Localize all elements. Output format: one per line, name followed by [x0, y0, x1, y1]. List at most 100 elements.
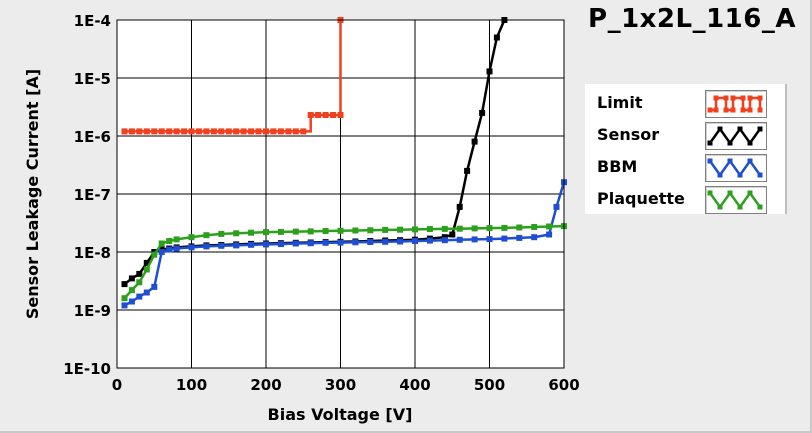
data-point-sensor	[471, 138, 478, 145]
data-point-plaquette	[151, 251, 158, 258]
data-point-bbm	[173, 245, 180, 252]
legend-swatch-sensor	[705, 122, 767, 150]
data-point-plaquette	[292, 228, 299, 235]
data-point-plaquette	[277, 228, 284, 235]
data-point-bbm	[367, 239, 374, 245]
data-point-bbm	[307, 240, 314, 247]
data-point-plaquette	[136, 279, 143, 286]
legend-swatch-limit	[705, 90, 767, 118]
x-axis-label: Bias Voltage [V]	[268, 405, 413, 424]
data-point-plaquette	[188, 234, 195, 241]
data-point-limit	[128, 128, 135, 135]
data-point-limit	[337, 112, 344, 118]
series-group	[121, 17, 567, 309]
x-tick-label: 100	[176, 376, 207, 394]
x-tick-label: 0	[112, 376, 122, 394]
data-point-limit	[240, 128, 247, 135]
data-point-bbm	[188, 244, 195, 251]
data-point-limit	[181, 128, 188, 135]
data-point-bbm	[166, 246, 173, 253]
plot-border	[116, 19, 565, 369]
data-point-plaquette	[322, 228, 329, 234]
data-point-plaquette	[471, 225, 478, 232]
series-plaquette	[121, 223, 567, 302]
data-point-bbm	[441, 237, 448, 244]
x-tick-label: 500	[474, 376, 505, 394]
data-point-limit	[285, 128, 292, 135]
data-point-plaquette	[166, 238, 173, 244]
x-tick-label: 200	[250, 376, 281, 394]
data-point-limit	[225, 128, 232, 135]
series-bbm	[121, 179, 567, 309]
data-point-bbm	[546, 231, 553, 238]
data-point-plaquette	[218, 230, 225, 237]
data-point-bbm	[158, 249, 165, 255]
legend-swatch-bbm	[705, 154, 767, 182]
data-point-limit	[158, 128, 165, 135]
y-tick-label: 1E-8	[74, 244, 111, 262]
data-point-bbm	[553, 203, 560, 210]
data-point-plaquette	[456, 225, 463, 232]
chart-title: P_1x2L_116_A	[588, 4, 796, 34]
data-point-bbm	[382, 238, 389, 245]
y-tick-label: 1E-7	[74, 186, 111, 204]
data-point-limit	[188, 128, 195, 135]
data-point-limit	[121, 128, 128, 135]
data-point-bbm	[337, 239, 344, 246]
data-point-bbm	[412, 238, 418, 244]
data-point-plaquette	[397, 226, 404, 233]
data-point-limit	[195, 128, 202, 135]
data-point-bbm	[501, 235, 508, 242]
data-point-limit	[173, 128, 180, 135]
data-point-plaquette	[382, 226, 389, 233]
y-tick-label: 1E-10	[63, 360, 111, 378]
data-point-plaquette	[546, 223, 553, 230]
data-point-plaquette	[531, 224, 538, 230]
data-point-bbm	[121, 302, 128, 309]
data-point-plaquette	[367, 227, 374, 234]
data-point-limit	[315, 112, 322, 118]
data-point-bbm	[322, 239, 329, 246]
data-point-limit	[203, 128, 210, 135]
data-point-sensor	[136, 270, 143, 277]
y-tick-label: 1E-6	[74, 128, 111, 146]
data-point-plaquette	[441, 225, 448, 232]
data-point-limit	[322, 112, 329, 118]
data-point-limit	[307, 112, 314, 118]
data-point-plaquette	[173, 236, 180, 243]
data-point-bbm	[218, 242, 225, 249]
legend-label-limit: Limit	[597, 93, 643, 112]
legend-item-sensor: Sensor	[585, 120, 785, 150]
data-point-bbm	[486, 236, 493, 243]
data-point-sensor	[121, 281, 128, 288]
y-tick-label: 1E-9	[74, 302, 111, 320]
data-point-plaquette	[263, 229, 269, 236]
legend-swatch-plaquette	[705, 186, 767, 214]
data-point-plaquette	[248, 229, 255, 236]
data-point-bbm	[426, 237, 433, 244]
data-point-limit	[270, 128, 277, 135]
data-point-plaquette	[307, 228, 314, 235]
data-point-plaquette	[352, 227, 359, 234]
legend-label-sensor: Sensor	[597, 125, 660, 144]
data-point-bbm	[151, 283, 158, 290]
data-point-limit	[136, 128, 143, 135]
data-point-sensor	[128, 275, 135, 282]
data-point-plaquette	[426, 226, 433, 233]
data-point-plaquette	[501, 224, 508, 231]
data-point-limit	[330, 112, 337, 118]
y-axis-label: Sensor Leakage Current [A]	[23, 69, 42, 319]
data-point-bbm	[456, 236, 463, 243]
series-limit	[121, 17, 344, 135]
data-point-bbm	[203, 243, 210, 250]
data-point-sensor	[456, 203, 463, 210]
y-tick-label: 1E-5	[74, 70, 111, 88]
data-point-bbm	[277, 241, 284, 248]
legend-item-plaquette: Plaquette	[585, 184, 785, 214]
legend: Limit Sensor BBM Plaquette	[585, 84, 787, 214]
data-point-limit	[143, 128, 150, 135]
data-point-sensor	[479, 109, 486, 116]
data-point-bbm	[471, 236, 478, 243]
